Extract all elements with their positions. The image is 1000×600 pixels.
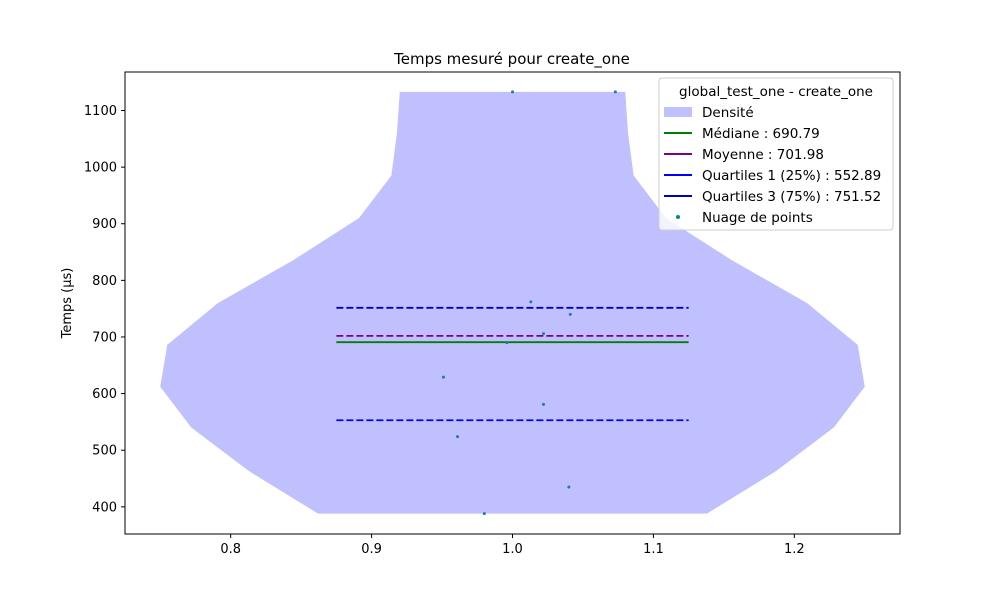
- y-tick-label-5: 900: [92, 217, 117, 232]
- legend: global_test_one - create_one Densité Média…: [658, 77, 894, 231]
- x-tick-label-1: 0.9: [361, 542, 382, 557]
- data-point-5: [505, 341, 509, 345]
- data-point-9: [567, 485, 571, 489]
- y-tick-label-0: 400: [92, 500, 117, 515]
- legend-title: global_test_one - create_one: [679, 84, 873, 100]
- data-point-1: [613, 90, 617, 94]
- data-point-8: [456, 435, 460, 439]
- legend-marker-swatch: [676, 215, 680, 219]
- legend-box: [658, 77, 894, 231]
- data-point-6: [441, 375, 445, 379]
- legend-entry-3: Quartiles 1 (25%) : 552.89: [702, 168, 881, 184]
- y-tick-label-3: 700: [92, 330, 117, 345]
- data-point-7: [542, 402, 545, 406]
- y-tick-label-1: 500: [92, 444, 117, 459]
- x-tick-label-0: 0.8: [220, 542, 241, 557]
- plot-area: 0.8 0.9 1.0 1.1 1.2 400 500 600 700 800 900 1000 110…: [84, 71, 901, 557]
- x-tick-label-2: 1.0: [502, 542, 523, 557]
- legend-entry-5: Nuage de points: [702, 210, 813, 226]
- y-tick-label-6: 1000: [84, 161, 117, 176]
- y-tick-label-2: 600: [92, 387, 117, 402]
- chart-title: Temps mesuré pour create_one: [393, 50, 630, 69]
- data-point-4: [542, 332, 545, 336]
- legend-entry-4: Quartiles 3 (75%) : 751.52: [702, 189, 881, 205]
- data-point-0: [511, 90, 514, 94]
- data-point-3: [568, 312, 572, 316]
- y-tick-label-4: 800: [92, 274, 117, 289]
- legend-entry-0: Densité: [702, 105, 754, 121]
- y-axis-label: Temps (µs): [60, 268, 75, 340]
- x-tick-label-3: 1.1: [643, 542, 664, 557]
- y-tick-label-7: 1100: [84, 104, 117, 119]
- legend-density-swatch: [664, 107, 692, 117]
- data-point-10: [482, 512, 486, 516]
- data-point-2: [529, 300, 533, 304]
- legend-entry-2: Moyenne : 701.98: [702, 147, 824, 163]
- violin-body: [160, 91, 865, 514]
- x-tick-label-4: 1.2: [784, 542, 805, 557]
- legend-entry-1: Médiane : 690.79: [702, 126, 820, 142]
